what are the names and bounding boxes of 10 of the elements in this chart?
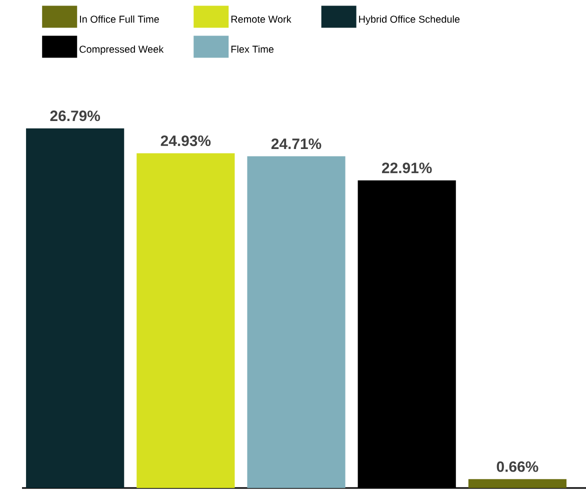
legend-label: In Office Full Time	[80, 15, 159, 23]
legend-label: Flex Time	[231, 45, 274, 53]
data-label: 24.71%	[271, 138, 322, 150]
legend-label: Compressed Week	[80, 45, 164, 55]
legend-label: Hybrid Office Schedule	[359, 15, 460, 25]
data-label: 24.93%	[160, 136, 211, 146]
data-label: 0.66%	[496, 461, 538, 472]
legend-label: Remote Work	[231, 15, 292, 23]
data-label: 22.91%	[382, 162, 432, 174]
data-label: 26.79%	[50, 110, 100, 122]
